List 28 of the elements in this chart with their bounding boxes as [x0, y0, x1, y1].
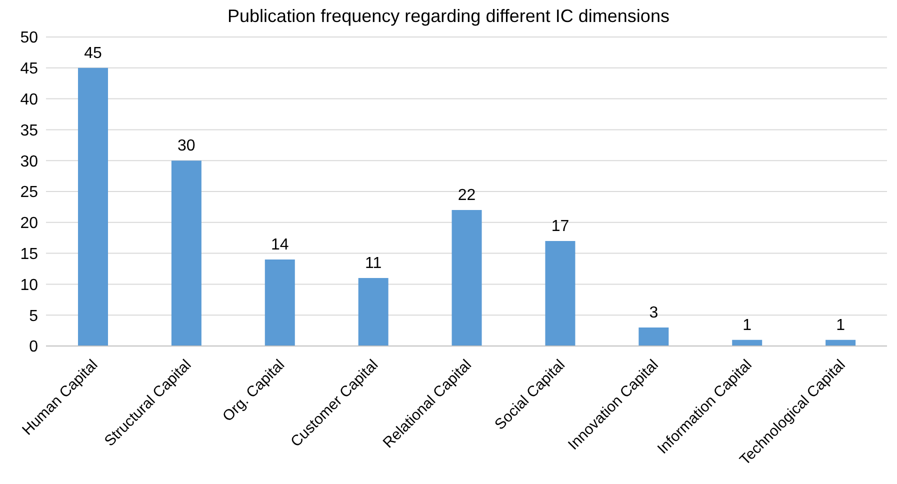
bar: [78, 68, 108, 346]
y-tick-label: 10: [20, 276, 38, 294]
y-tick-label: 35: [20, 122, 38, 140]
data-label: 11: [365, 255, 382, 272]
y-tick-label: 30: [20, 153, 38, 170]
y-tick-label: 25: [20, 184, 38, 202]
chart-title: Publication frequency regarding different IC dimensions: [226, 6, 670, 27]
y-tick-label: 0: [29, 338, 38, 356]
y-tick-label: 40: [20, 91, 38, 108]
bar: [638, 327, 669, 346]
bar: [358, 278, 388, 346]
y-tick-label: 20: [20, 215, 38, 232]
y-tick-label: 45: [20, 60, 38, 78]
y-tick-label: 50: [20, 30, 38, 47]
data-label: 14: [270, 236, 289, 254]
data-label: 1: [742, 316, 752, 334]
data-label: 30: [178, 138, 196, 155]
data-label: 1: [836, 316, 846, 334]
bar: [264, 259, 295, 346]
bar: [545, 240, 576, 346]
data-label: 3: [649, 304, 658, 322]
y-tick-label: 5: [29, 308, 38, 325]
y-tick-label: 15: [20, 246, 38, 263]
data-label: 22: [458, 187, 476, 204]
data-label: 17: [551, 218, 570, 235]
bar: [171, 160, 202, 346]
bar: [452, 210, 482, 346]
data-label: 45: [84, 44, 102, 62]
